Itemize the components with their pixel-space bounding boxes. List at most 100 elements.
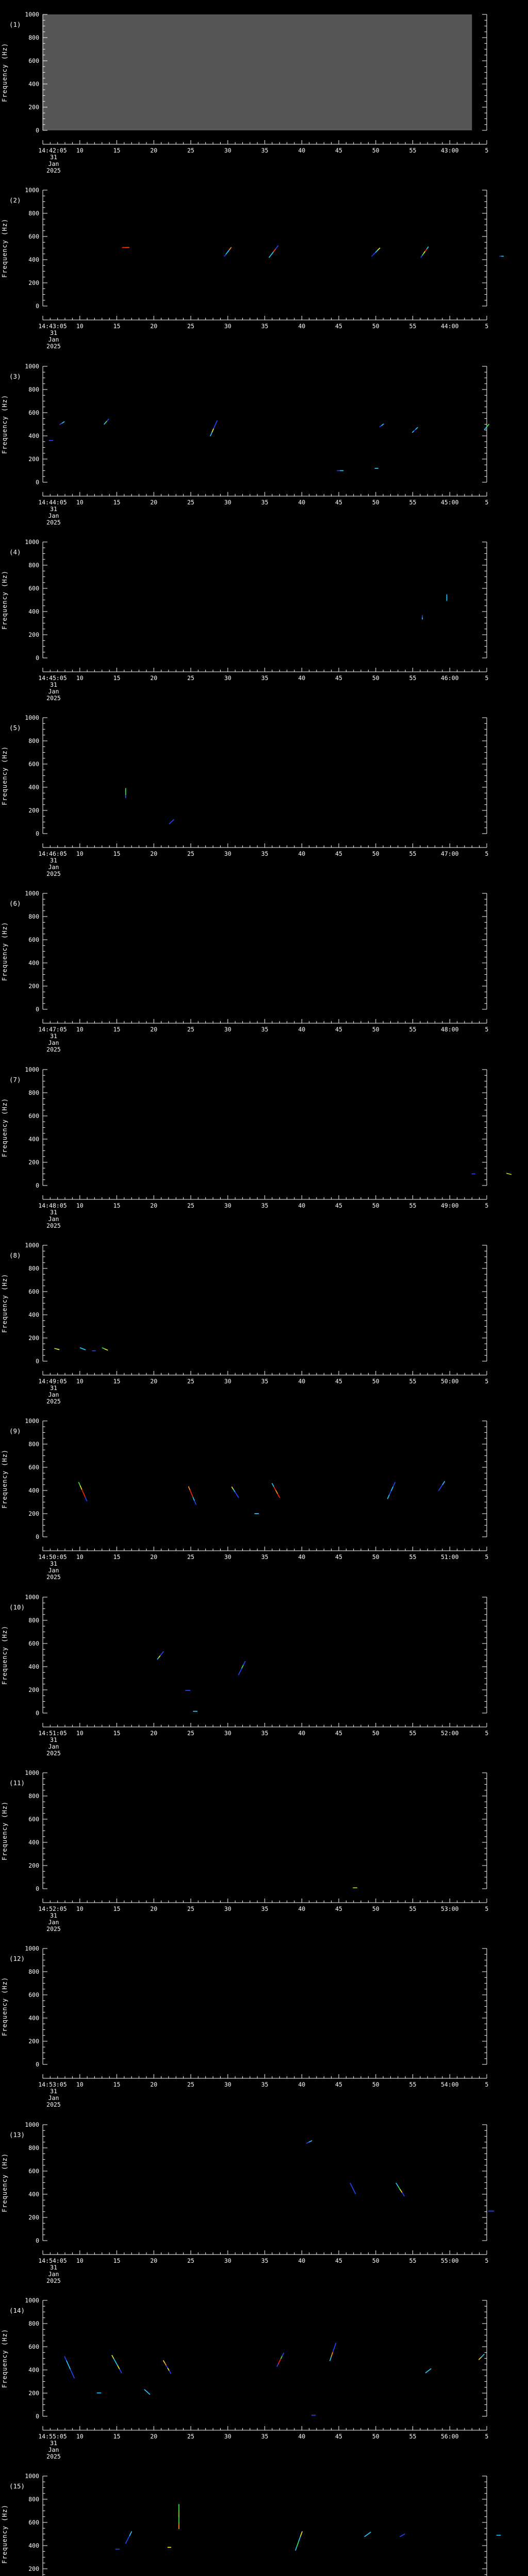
x-tick-label: 35 (261, 147, 269, 154)
spectrogram-panel: 0 200 400 600 800 1000 14:50:05 10 15 20 25 30 35 40 4… (0, 1406, 528, 1582)
x-tick-label: 55 (409, 1905, 417, 1912)
y-tick-label: 400 (28, 1136, 39, 1143)
x-tick-label: 50 (372, 1730, 380, 1737)
y-tick-label: 800 (28, 1265, 39, 1272)
spectral-trace-segment (83, 1493, 86, 1498)
x-tick-label: 15 (113, 147, 121, 154)
spectral-trace-segment (392, 1482, 395, 1487)
date-line: 31 (50, 681, 57, 688)
y-axis-title: Frequency (Hz) (1, 746, 8, 805)
x-tick-label: 50 (372, 147, 380, 154)
x-tick-label: 55 (409, 674, 417, 682)
x-tick-label: 5 (485, 1026, 489, 1033)
x-tick-label: 40 (298, 1026, 305, 1033)
spectral-trace-segment (427, 2368, 432, 2371)
spectral-trace-segment (211, 428, 214, 433)
x-tick-label: 35 (261, 1378, 269, 1385)
y-tick-label: 400 (28, 959, 39, 967)
x-tick-label: 14:45:05 (38, 674, 67, 682)
y-tick-label: 1000 (25, 2472, 39, 2480)
x-tick-label: 10 (76, 1905, 84, 1912)
x-tick-label: 20 (150, 850, 157, 857)
y-tick-label: 1000 (25, 1242, 39, 1249)
y-tick-label: 600 (28, 2167, 39, 2175)
date-line: Jan (48, 2270, 59, 2278)
spectral-trace-segment (440, 1484, 443, 1488)
spectral-trace-segment (115, 2362, 119, 2366)
x-tick-label: 15 (113, 1905, 121, 1912)
spectral-trace-segment (119, 2368, 122, 2374)
x-tick-label: 55 (409, 147, 417, 154)
x-tick-label: 35 (261, 674, 269, 682)
y-tick-label: 400 (28, 1839, 39, 1846)
x-tick-label: 14:43:05 (38, 323, 67, 330)
spectral-trace-segment (282, 2352, 284, 2357)
spectral-trace-segment (164, 2362, 167, 2366)
y-tick-label: 0 (36, 2061, 39, 2068)
x-tick-label: 30 (224, 674, 232, 682)
x-tick-label: 50 (372, 850, 380, 857)
spectral-trace-segment (236, 1494, 239, 1498)
date-line: 31 (50, 1912, 57, 1919)
panel-number-label: (13) (9, 2131, 25, 2139)
y-axis-title: Frequency (Hz) (1, 922, 8, 981)
x-tick-label: 30 (224, 1378, 232, 1385)
spectral-trace-segment (163, 2360, 166, 2364)
y-tick-label: 200 (28, 279, 39, 286)
x-tick-label: 14:49:05 (38, 1378, 67, 1385)
y-tick-label: 400 (28, 80, 39, 88)
spectral-trace-segment (442, 1481, 446, 1485)
x-tick-label: 30 (224, 850, 232, 857)
x-tick-label: 25 (187, 850, 194, 857)
panel-number-label: (6) (9, 900, 21, 907)
x-tick-label: 15 (113, 1202, 121, 1209)
x-tick-label: 40 (298, 674, 305, 682)
y-tick-label: 600 (28, 1464, 39, 1471)
date-line: 2025 (46, 2453, 61, 2460)
x-tick-label: 25 (187, 1730, 194, 1737)
spectral-trace-segment (395, 2182, 399, 2187)
y-tick-label: 1000 (25, 1945, 39, 1952)
date-line: 2025 (46, 870, 61, 877)
x-tick-label: 10 (76, 850, 84, 857)
spectral-trace-segment (438, 1487, 441, 1492)
x-tick-label: 14:42:05 (38, 147, 67, 154)
x-tick-label: 14:44:05 (38, 499, 67, 506)
x-tick-label: 30 (224, 1026, 232, 1033)
x-tick-label: 20 (150, 1905, 157, 1912)
x-tick-label: 35 (261, 2257, 269, 2264)
spectrogram-panel: 0 200 400 600 800 1000 14:43:05 10 15 20 25 30 35 40 4… (0, 176, 528, 351)
x-tick-label: 40 (298, 850, 305, 857)
date-line: 31 (50, 329, 57, 336)
spectral-trace-segment (194, 1500, 196, 1505)
y-axis-title: Frequency (Hz) (1, 2329, 8, 2388)
x-tick-label: 35 (261, 323, 269, 330)
x-tick-label: 55 (409, 1202, 417, 1209)
y-tick-label: 200 (28, 1862, 39, 1869)
x-tick-label: 5 (485, 2081, 489, 2088)
x-tick-label: 25 (187, 1905, 194, 1912)
spectral-trace-segment (210, 431, 213, 436)
x-tick-label: 55 (409, 850, 417, 857)
x-tick-label: 20 (150, 499, 157, 506)
y-tick-label: 800 (28, 562, 39, 569)
y-tick-label: 1000 (25, 714, 39, 721)
y-tick-label: 0 (36, 302, 39, 310)
panel-number-label: (15) (9, 2482, 25, 2490)
y-tick-label: 800 (28, 34, 39, 41)
y-tick-label: 600 (28, 2519, 39, 2526)
x-tick-label: 14:50:05 (38, 1553, 67, 1561)
x-tick-label: 10 (76, 1378, 84, 1385)
y-tick-label: 400 (28, 2542, 39, 2549)
x-tick-label: 30 (224, 2257, 232, 2264)
x-tick-label: 14:46:05 (38, 850, 67, 857)
spectral-trace-segment (117, 2365, 120, 2370)
y-tick-label: 400 (28, 784, 39, 791)
spectral-trace-segment (371, 253, 374, 257)
date-line: 2025 (46, 167, 61, 174)
y-tick-label: 1000 (25, 1066, 39, 1073)
spectral-trace-segment (81, 1489, 84, 1495)
spectrogram-panel: 0 200 400 600 800 1000 14:42:05 10 15 20 25 30 35 40 4… (0, 0, 528, 176)
